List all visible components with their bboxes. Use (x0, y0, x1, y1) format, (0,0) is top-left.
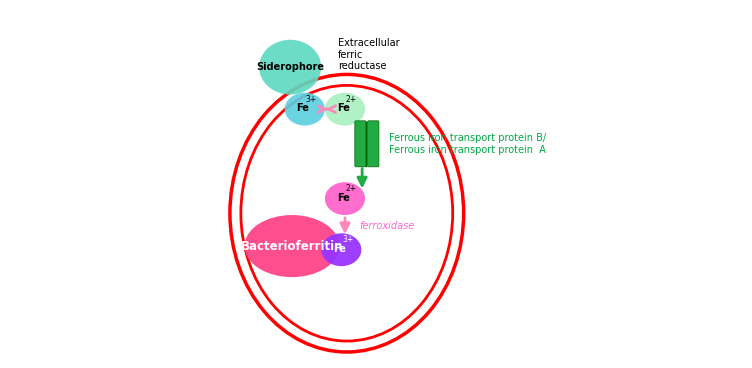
Ellipse shape (325, 93, 365, 125)
Text: Ferrous iron transport protein B/
Ferrous iron transport protein  A: Ferrous iron transport protein B/ Ferrou… (389, 133, 546, 155)
FancyBboxPatch shape (355, 121, 366, 167)
Ellipse shape (321, 233, 362, 266)
Text: 2+: 2+ (346, 184, 357, 193)
Text: Siderophore: Siderophore (256, 62, 324, 72)
Ellipse shape (285, 93, 325, 125)
Text: 2+: 2+ (346, 95, 357, 104)
Text: Fe: Fe (333, 244, 346, 254)
Text: Fe: Fe (296, 103, 309, 113)
Text: Fe: Fe (337, 103, 350, 113)
Ellipse shape (325, 182, 365, 215)
Text: 3+: 3+ (306, 95, 317, 104)
Ellipse shape (259, 40, 321, 95)
FancyArrowPatch shape (318, 106, 335, 113)
Text: ferroxidase: ferroxidase (359, 221, 415, 231)
Text: Fe: Fe (337, 193, 350, 203)
Text: Extracellular
ferric
reductase: Extracellular ferric reductase (338, 38, 399, 71)
FancyBboxPatch shape (368, 121, 379, 167)
Text: Bacterioferritin: Bacterioferritin (241, 240, 343, 252)
Text: 3+: 3+ (342, 236, 353, 244)
Ellipse shape (244, 215, 339, 277)
